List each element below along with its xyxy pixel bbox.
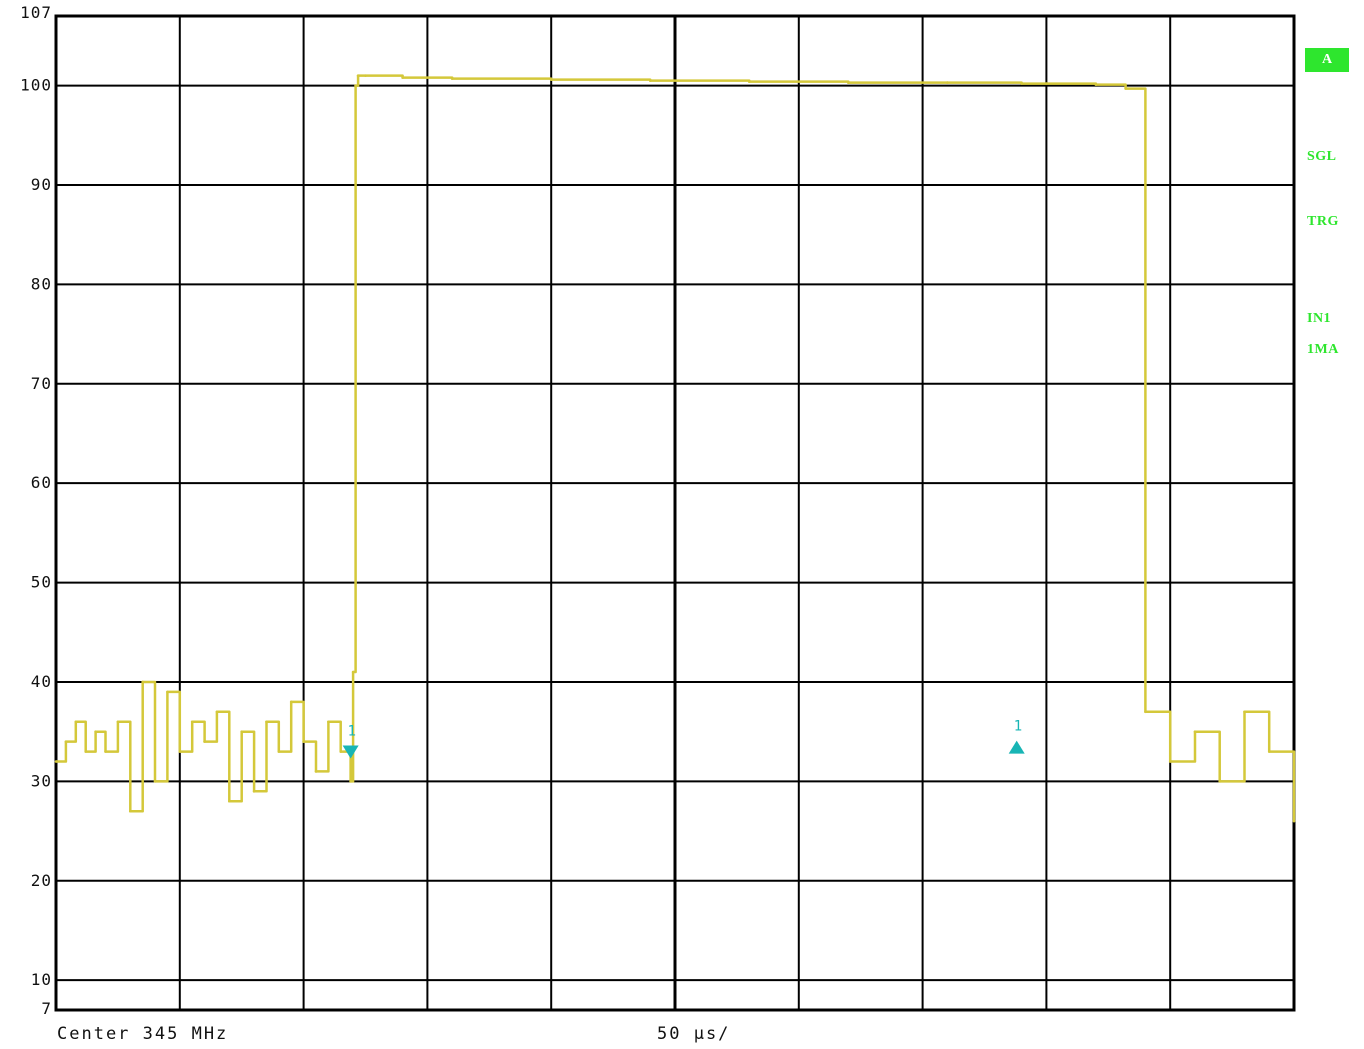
y-tick-label: 30 — [31, 771, 52, 790]
trace-point — [240, 730, 243, 733]
marker-label: 1 — [348, 724, 356, 740]
y-tick-label: 50 — [31, 573, 52, 592]
trace-point — [1243, 710, 1246, 714]
trace-point — [1168, 760, 1172, 763]
trace-point — [84, 750, 88, 753]
trace-point — [349, 780, 352, 783]
trace-point — [94, 730, 97, 733]
trace-point — [54, 760, 58, 763]
y-tick-label: 100 — [20, 76, 52, 95]
y-tick-label: 60 — [31, 473, 52, 492]
trace-point — [1124, 87, 1127, 90]
trace-point — [104, 750, 107, 753]
trace-point — [265, 720, 268, 724]
trigger-indicator: TRG — [1307, 214, 1339, 229]
trace-point — [252, 790, 256, 793]
y-tick-label: 90 — [31, 175, 52, 194]
trace-point — [354, 84, 357, 87]
trace-point — [141, 680, 144, 684]
trace-point — [327, 720, 330, 724]
trace-point — [1193, 730, 1197, 733]
trace-point — [64, 740, 68, 743]
trace-point — [215, 710, 219, 714]
trace-point — [549, 78, 553, 81]
y-tick-label: 20 — [31, 871, 52, 890]
trace-point — [339, 750, 343, 753]
trace-point — [364, 74, 367, 77]
trace-point — [166, 690, 169, 694]
trace-point — [153, 780, 157, 783]
marker-label: 1 — [1014, 719, 1022, 735]
input-indicator: IN1 — [1307, 311, 1332, 326]
trace-point — [450, 77, 454, 80]
trace-point — [648, 79, 652, 82]
trace-a-badge: A — [1305, 48, 1349, 72]
y-tick-label: 70 — [31, 374, 52, 393]
trace-point — [314, 770, 318, 773]
trace-point — [116, 720, 120, 724]
trace-point — [1218, 780, 1222, 783]
trace-point — [277, 750, 281, 753]
trace-point — [401, 76, 404, 79]
trace-point — [1267, 750, 1271, 753]
y-tick-label: 7 — [41, 999, 52, 1018]
trace-point — [74, 720, 78, 724]
trace-point — [128, 809, 132, 813]
single-sweep-indicator: SGL — [1307, 149, 1337, 164]
trace-point — [1020, 82, 1023, 85]
trace-mode-indicator: 1MA — [1307, 342, 1339, 357]
trace-line — [56, 74, 1296, 822]
trace-point — [190, 720, 194, 724]
trace-point — [1292, 819, 1296, 823]
trace-point — [946, 81, 949, 84]
trace-point — [1144, 710, 1147, 714]
sweep-time-label: 50 µs/ — [657, 1024, 731, 1044]
trace-point — [228, 799, 231, 803]
plot-grid — [54, 14, 1296, 1012]
trace-point — [289, 700, 293, 704]
center-frequency-label: Center 345 MHz — [57, 1024, 229, 1044]
trace-point — [1094, 83, 1098, 86]
marker-2-triangle — [1008, 740, 1025, 754]
trace-point — [1045, 82, 1048, 85]
y-tick-label: 10 — [31, 970, 52, 989]
y-tick-label: 107 — [20, 3, 52, 22]
plot-frame — [54, 14, 1296, 1012]
trace-point — [178, 750, 182, 753]
marker-1-triangle — [342, 745, 359, 759]
trace-point — [847, 81, 850, 84]
trace-layer — [54, 74, 1296, 823]
trace-point — [351, 670, 355, 674]
y-tick-label: 40 — [31, 672, 52, 691]
trace-point — [747, 80, 751, 83]
trace-point — [356, 74, 360, 77]
trace-point — [302, 740, 305, 743]
trace-point — [203, 740, 206, 743]
y-tick-label: 80 — [31, 274, 52, 293]
